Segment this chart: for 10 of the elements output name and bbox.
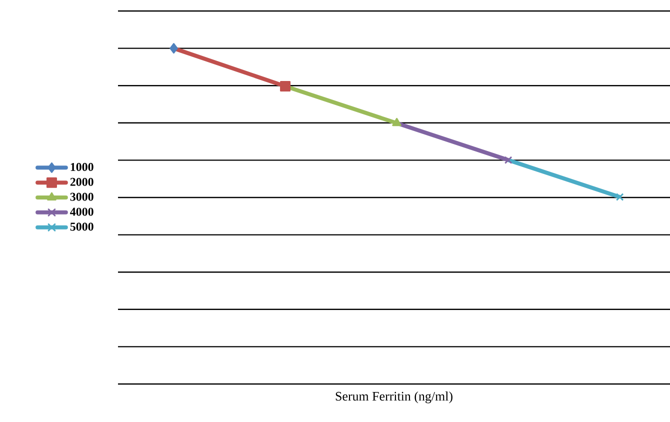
- legend-label: 1000: [70, 162, 94, 171]
- point: [616, 193, 624, 201]
- legend-label: 3000: [70, 192, 94, 201]
- legend-label: 5000: [70, 222, 94, 231]
- x-axis-title: Serum Ferritin (ng/ml): [336, 392, 452, 404]
- legend-label: 2000: [70, 178, 94, 186]
- point: [170, 43, 178, 54]
- legend-label: 4000: [70, 208, 94, 216]
- point: [504, 156, 512, 164]
- point: [280, 80, 291, 92]
